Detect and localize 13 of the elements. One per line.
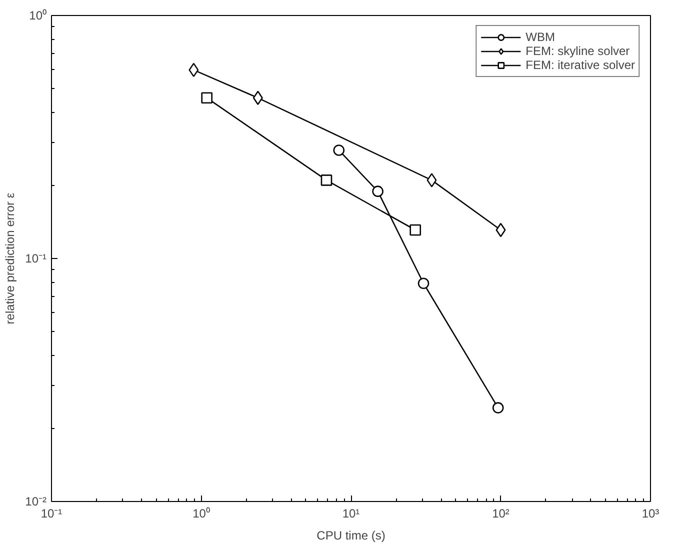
legend-label: WBM: [526, 30, 555, 44]
x-tick-label: 10⁰: [192, 506, 210, 520]
x-tick-label: 10³: [642, 506, 660, 520]
x-tick-label: 10¹: [342, 506, 360, 520]
x-tick-label: 10⁻¹: [40, 506, 62, 520]
y-axis-title: relative prediction error ε: [3, 192, 18, 324]
y-tick-label: 10⁻¹: [25, 252, 47, 266]
x-tick-label: 10²: [492, 506, 510, 520]
y-tick-label: 10⁰: [29, 8, 47, 22]
x-axis-title: CPU time (s): [316, 528, 386, 542]
legend-label: FEM: iterative solver: [526, 58, 635, 72]
y-tick-label: 10⁻²: [25, 494, 47, 508]
legend-label: FEM: skyline solver: [526, 44, 630, 58]
